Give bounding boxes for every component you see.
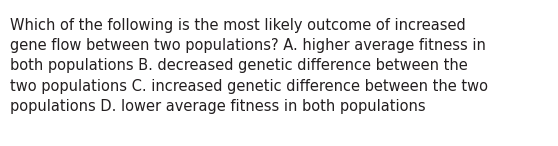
Text: Which of the following is the most likely outcome of increased
gene flow between: Which of the following is the most likel… bbox=[10, 18, 488, 114]
